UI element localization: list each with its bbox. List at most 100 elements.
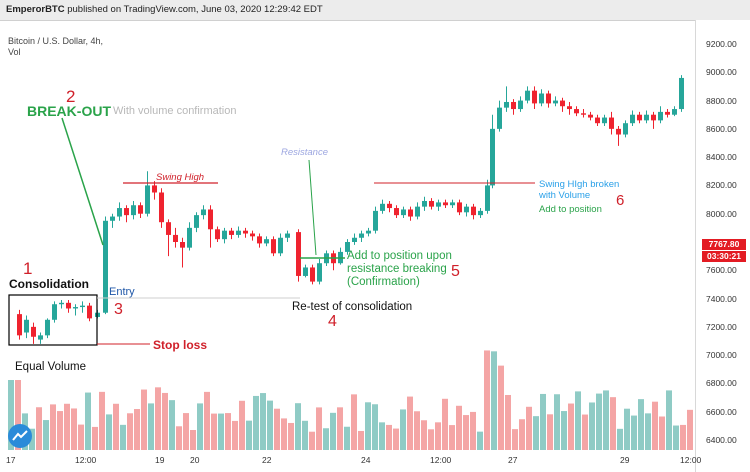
time-tick: 12:00 xyxy=(75,455,97,465)
volume-bar xyxy=(36,407,42,450)
label-number-3: 3 xyxy=(114,301,123,318)
volume-bar xyxy=(134,409,140,450)
add-position-note: Add to position upon resistance breaking… xyxy=(347,250,452,289)
add-to-position-label: Add to position xyxy=(539,204,602,215)
price-tick: 8600.00 xyxy=(706,123,737,134)
candle-body xyxy=(553,100,558,104)
volume-bar xyxy=(470,411,476,450)
volume-bar xyxy=(526,406,532,450)
volume-bar xyxy=(155,387,161,450)
label-number-4: 4 xyxy=(328,313,337,330)
candle-body xyxy=(464,206,469,213)
price-tick: 7400.00 xyxy=(706,293,737,304)
volume-bar xyxy=(428,429,434,450)
candle-body xyxy=(17,314,22,336)
candle-body xyxy=(264,239,269,244)
candle-body xyxy=(201,209,206,216)
candle-body xyxy=(366,230,371,234)
volume-bar xyxy=(176,426,182,450)
volume-bar xyxy=(71,408,77,450)
candle-body xyxy=(285,233,290,238)
price-tick: 7000.00 xyxy=(706,350,737,361)
candle-body xyxy=(131,205,136,216)
candle-body xyxy=(222,230,227,240)
consolidation-box xyxy=(8,294,98,346)
volume-bar xyxy=(78,424,84,450)
candle-body xyxy=(173,234,178,242)
price-tick: 8200.00 xyxy=(706,180,737,191)
candle-body xyxy=(518,100,523,110)
volume-bar xyxy=(246,420,252,450)
swing-broken-line-1: Swing HIgh broken xyxy=(539,179,620,190)
candle-body xyxy=(532,90,537,104)
price-tick: 7200.00 xyxy=(706,321,737,332)
volume-bar xyxy=(624,408,630,450)
volume-bar xyxy=(15,380,21,450)
label-number-6: 6 xyxy=(616,192,625,209)
candle-body xyxy=(345,242,350,252)
volume-bar xyxy=(8,380,14,450)
consolidation-label: Consolidation xyxy=(9,277,89,291)
price-tick: 6800.00 xyxy=(706,378,737,389)
volume-bar xyxy=(540,393,546,450)
volume-bar xyxy=(267,400,273,450)
volume-bar xyxy=(211,413,217,450)
candle-body xyxy=(422,200,427,207)
candle-body xyxy=(73,307,78,309)
time-tick: 20 xyxy=(190,455,200,465)
candle-body xyxy=(145,185,150,214)
candle-body xyxy=(595,117,600,124)
volume-bar xyxy=(512,429,518,450)
candle-body xyxy=(310,267,315,282)
volume-bar xyxy=(197,403,203,450)
time-tick: 17 xyxy=(6,455,16,465)
volume-bar xyxy=(316,407,322,450)
volume-bar xyxy=(379,422,385,450)
volume-bar xyxy=(645,413,651,450)
price-tick: 7600.00 xyxy=(706,265,737,276)
candle-body xyxy=(380,203,385,211)
candle-body xyxy=(581,113,586,115)
volume-bar xyxy=(603,390,609,450)
time-tick: 12:00 xyxy=(680,455,702,465)
price-tick: 9200.00 xyxy=(706,39,737,49)
author-name: EmperorBTC xyxy=(6,4,65,15)
volume-bar xyxy=(113,403,119,450)
candle-body xyxy=(66,302,71,309)
volume-bar xyxy=(127,413,133,450)
candle-body xyxy=(658,111,663,121)
candle-body xyxy=(504,101,509,108)
volume-bar xyxy=(519,419,525,450)
candle-body xyxy=(602,117,607,124)
candle-body xyxy=(497,107,502,129)
volume-bar xyxy=(358,430,364,450)
candle-body xyxy=(429,200,434,207)
candle-body xyxy=(208,209,213,230)
volume-bar xyxy=(43,420,49,450)
volume-bar xyxy=(148,403,154,450)
last-price-badge: 7767.80 xyxy=(702,239,746,250)
time-tick: 27 xyxy=(508,455,518,465)
volume-bar xyxy=(274,408,280,450)
volume-bar xyxy=(288,422,294,450)
resistance-pointer-line xyxy=(308,159,317,256)
candle-body xyxy=(644,114,649,121)
volume-bar xyxy=(239,400,245,450)
volume-bar xyxy=(386,424,392,450)
volume-bar xyxy=(169,400,175,450)
label-number-5: 5 xyxy=(451,263,460,280)
stop-loss-label: Stop loss xyxy=(153,338,208,352)
candle-body xyxy=(45,319,50,336)
candle-body xyxy=(394,208,399,216)
candle-body xyxy=(229,230,234,235)
candle-body xyxy=(443,202,448,206)
candle-body xyxy=(539,93,544,104)
candle-body xyxy=(373,210,378,231)
tradingview-logo xyxy=(8,424,32,448)
candle-body xyxy=(117,208,122,217)
volume-bar xyxy=(652,401,658,450)
candle-body xyxy=(672,109,677,115)
volume-bar xyxy=(204,391,210,450)
candle-body xyxy=(52,304,57,320)
